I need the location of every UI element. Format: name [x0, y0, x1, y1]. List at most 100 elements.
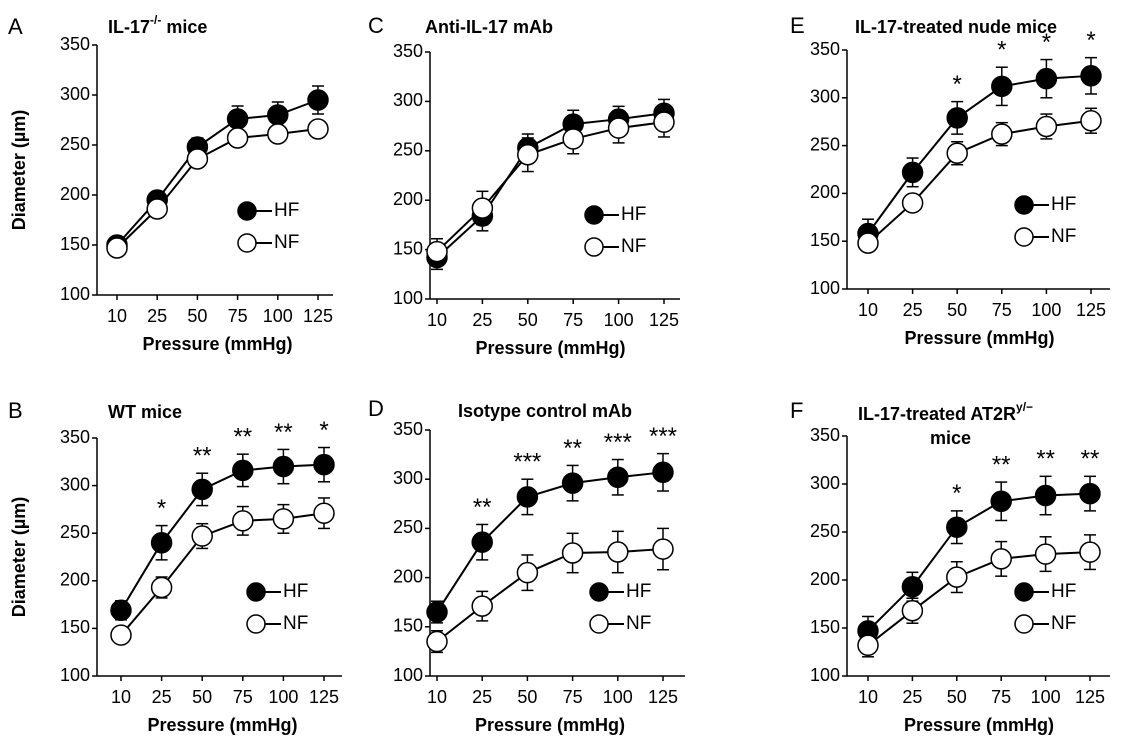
x-tick-label: 50	[947, 300, 967, 320]
data-point-hf	[946, 516, 968, 538]
significance-mark: **	[1081, 446, 1100, 473]
series-hf	[111, 85, 324, 251]
x-tick-label: 100	[604, 310, 634, 330]
y-tick-label: 250	[393, 140, 423, 160]
legend-label-nf: NF	[621, 236, 646, 257]
x-tick-label: 75	[563, 310, 583, 330]
y-tick-label: 250	[60, 134, 90, 154]
panel-letter: A	[8, 14, 23, 39]
data-point-hf	[307, 89, 329, 111]
data-point-nf	[516, 561, 539, 584]
data-point-hf	[561, 472, 584, 494]
data-point-nf	[267, 123, 289, 145]
y-tick-label: 150	[60, 617, 90, 637]
data-point-nf	[471, 595, 493, 617]
data-point-hf	[313, 453, 335, 476]
x-tick-label: 125	[1076, 300, 1106, 320]
x-tick-label: 10	[427, 310, 447, 330]
panel-title: Isotype control mAb	[458, 401, 632, 421]
significance-mark: *	[1086, 27, 1095, 54]
data-point-nf	[991, 123, 1013, 145]
significance-mark: ***	[649, 423, 677, 450]
x-tick-label: 50	[517, 687, 537, 707]
legend-label-hf: HF	[274, 200, 299, 221]
significance-mark: *	[952, 480, 961, 507]
x-tick-label: 125	[1075, 687, 1105, 707]
data-point-hf	[426, 601, 448, 623]
legend-marker-hf	[584, 205, 604, 225]
x-tick-label: 50	[947, 687, 967, 707]
panel-letter: B	[8, 398, 23, 423]
series-line-nf	[116, 128, 319, 249]
data-point-nf	[607, 541, 629, 563]
legend-label-nf: NF	[274, 232, 299, 253]
series-line-nf	[436, 121, 665, 253]
y-tick-label: 350	[393, 41, 423, 61]
x-tick-label: 75	[991, 687, 1011, 707]
x-tick-label: 75	[233, 687, 253, 707]
data-point-hf	[226, 108, 249, 130]
x-tick-label: 100	[1031, 687, 1061, 707]
data-point-nf	[1080, 109, 1102, 132]
y-tick-label: 350	[60, 427, 90, 447]
legend-marker-hf	[1014, 195, 1034, 215]
data-point-nf	[990, 548, 1012, 570]
significance-mark: **	[233, 424, 252, 451]
legend-label-nf: NF	[1051, 613, 1076, 634]
x-axis-label: Pressure (mmHg)	[142, 334, 292, 354]
y-tick-label: 300	[60, 474, 90, 494]
panel-title-superscript: -/-	[150, 13, 161, 27]
significance-mark: *	[157, 495, 166, 522]
x-axis-label: Pressure (mmHg)	[904, 715, 1054, 735]
panel-title: Anti-IL-17 mAb	[425, 17, 553, 37]
panel-title-line2: mice	[930, 428, 971, 448]
x-tick-label: 125	[309, 687, 339, 707]
chart-panel-b: B WT mice 100 150 200 250 300 350 10 25 50 75 100 125…	[8, 398, 342, 735]
x-tick-label: 75	[228, 306, 248, 326]
significance-mark: *	[319, 417, 328, 444]
x-tick-label: 25	[903, 300, 923, 320]
legend-label-hf: HF	[621, 204, 646, 225]
significance-mark: **	[193, 443, 212, 470]
data-point-hf	[272, 455, 295, 478]
panel-title-main: Anti-IL-17 mAb	[425, 17, 553, 37]
y-tick-label: 350	[810, 39, 840, 59]
panel-letter: C	[368, 13, 384, 38]
chart-panel-d: D Isotype control mAb 100 150 200 250 300 350 10…	[368, 396, 685, 735]
series-line-hf	[116, 99, 319, 246]
x-axis-label: Pressure (mmHg)	[147, 715, 297, 735]
data-point-nf	[191, 525, 213, 547]
legend-label-hf: HF	[1051, 581, 1076, 602]
legend-marker-nf	[1014, 227, 1034, 247]
panel-letter: D	[368, 396, 384, 421]
data-point-nf	[110, 624, 132, 646]
y-tick-label: 100	[60, 284, 90, 304]
significance-mark: *	[997, 37, 1006, 64]
panel-title-suffix: mice	[161, 17, 207, 37]
data-point-nf	[607, 117, 630, 139]
x-tick-label: 125	[649, 310, 679, 330]
significance-mark: **	[473, 494, 492, 521]
legend-marker-nf	[584, 237, 604, 257]
data-point-hf	[1080, 65, 1102, 87]
x-tick-label: 100	[603, 687, 633, 707]
data-point-hf	[110, 599, 132, 622]
y-tick-label: 350	[810, 425, 840, 445]
data-point-nf	[186, 148, 209, 170]
y-tick-label: 150	[60, 234, 90, 254]
legend-marker-nf	[246, 614, 266, 634]
data-point-nf	[653, 111, 675, 133]
x-tick-label: 10	[111, 687, 131, 707]
legend-marker-hf	[246, 582, 266, 602]
legend-marker-hf	[589, 582, 609, 602]
x-tick-label: 75	[992, 300, 1012, 320]
data-point-hf	[1035, 67, 1058, 90]
y-tick-label: 200	[810, 182, 840, 202]
data-point-nf	[562, 128, 584, 150]
y-tick-label: 150	[810, 617, 840, 637]
data-point-hf	[946, 107, 968, 129]
significance-mark: ***	[604, 429, 632, 456]
data-point-nf	[307, 118, 329, 140]
x-tick-label: 10	[107, 306, 127, 326]
panel-title-superscript: y/−	[1016, 400, 1033, 414]
